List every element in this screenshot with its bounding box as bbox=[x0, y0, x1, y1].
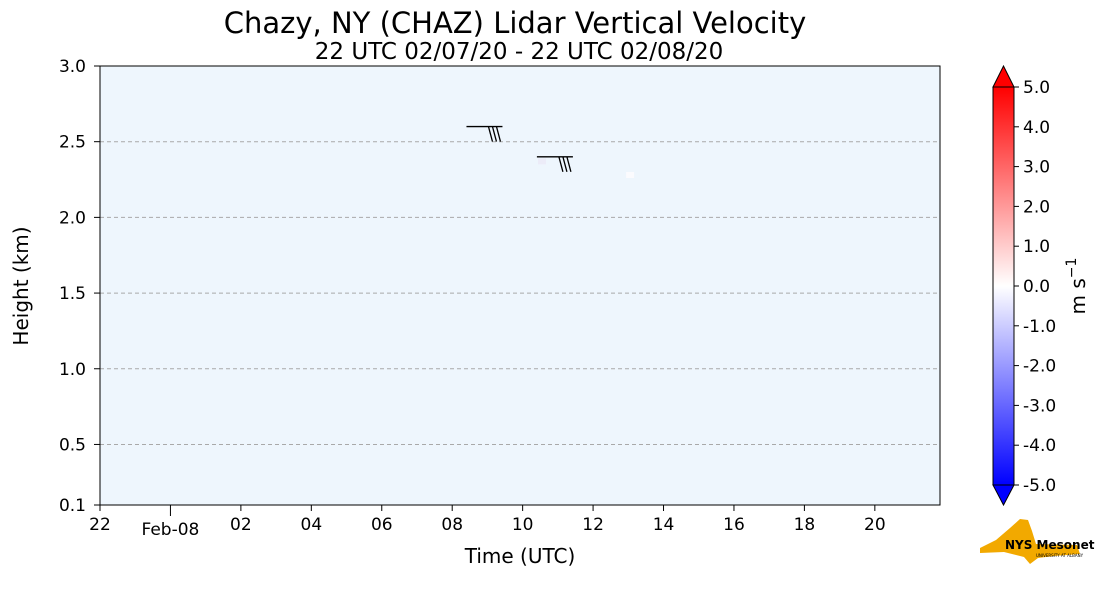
wind-barb bbox=[466, 125, 503, 142]
y-tick-label: 1.0 bbox=[59, 360, 86, 380]
x-tick-label: 10 bbox=[512, 515, 534, 535]
y-tick-label: 2.0 bbox=[59, 208, 86, 228]
colorbar-tick-label: -5.0 bbox=[1023, 476, 1056, 496]
wind-barb bbox=[536, 156, 573, 172]
colorbar: 5.0 4.0 3.0 2.0 1.0 0.0 -1.0 -2.0 -3.0 -4.0 -5.0 m… bbox=[992, 64, 1090, 507]
y-axis-label: Height (km) bbox=[9, 226, 33, 345]
colorbar-tick-label: 2.0 bbox=[1023, 197, 1050, 217]
x-axis-label: Time (UTC) bbox=[464, 544, 576, 568]
x-tick-label: 08 bbox=[441, 515, 463, 535]
grid-lines bbox=[100, 141, 940, 445]
x-axis-ticks: 22 02 04 06 08 10 12 14 16 18 20 Feb-08 bbox=[89, 505, 886, 540]
y-axis-ticks: 0.1 0.5 1.0 1.5 2.0 2.5 3.0 bbox=[59, 57, 100, 516]
colorbar-tick-label: 5.0 bbox=[1023, 78, 1050, 98]
chart-subtitle: 22 UTC 02/07/20 - 22 UTC 02/08/20 bbox=[315, 39, 724, 65]
velocity-cell bbox=[538, 158, 547, 165]
logo-text: NYS Mesonet bbox=[1005, 538, 1095, 552]
x-tick-label: 02 bbox=[230, 515, 252, 535]
x-tick-label: 16 bbox=[723, 515, 745, 535]
x-tick-label: 18 bbox=[794, 515, 816, 535]
data-patches bbox=[538, 158, 635, 178]
logo-subtext: UNIVERSITY AT ALBANY bbox=[1036, 553, 1084, 558]
colorbar-tick-label: -1.0 bbox=[1023, 317, 1056, 337]
colorbar-label: m s−1 bbox=[1064, 258, 1090, 315]
y-tick-label: 0.1 bbox=[59, 496, 86, 516]
colorbar-tick-label: -3.0 bbox=[1023, 396, 1056, 416]
colorbar-tick-label: 4.0 bbox=[1023, 118, 1050, 138]
colorbar-tick-label: 3.0 bbox=[1023, 158, 1050, 178]
x-tick-label: 04 bbox=[301, 515, 323, 535]
plot-frame bbox=[99, 65, 941, 506]
x-tick-label: 14 bbox=[653, 515, 675, 535]
y-tick-label: 2.5 bbox=[59, 133, 86, 153]
wind-barbs bbox=[466, 125, 573, 172]
colorbar-unit-exponent: −1 bbox=[1064, 258, 1080, 279]
x-tick-label: 12 bbox=[582, 515, 604, 535]
y-tick-label: 3.0 bbox=[59, 57, 86, 77]
x-tick-label: 22 bbox=[89, 515, 111, 535]
x-tick-label: 20 bbox=[864, 515, 886, 535]
nys-mesonet-logo: NYS Mesonet UNIVERSITY AT ALBANY bbox=[980, 519, 1095, 564]
new-york-state-shape bbox=[980, 519, 1080, 564]
date-tick-label: Feb-08 bbox=[142, 520, 200, 540]
x-tick-label: 06 bbox=[371, 515, 393, 535]
colorbar-tick-label: -2.0 bbox=[1023, 357, 1056, 377]
plot-area bbox=[100, 66, 940, 505]
y-tick-label: 0.5 bbox=[59, 435, 86, 455]
velocity-cell bbox=[626, 171, 635, 178]
y-tick-label: 1.5 bbox=[59, 284, 86, 304]
colorbar-tick-label: 1.0 bbox=[1023, 237, 1050, 257]
colorbar-tick-label: 0.0 bbox=[1023, 277, 1050, 297]
colorbar-unit: m s bbox=[1066, 278, 1090, 314]
colorbar-tick-label: -4.0 bbox=[1023, 436, 1056, 456]
chart-title: Chazy, NY (CHAZ) Lidar Vertical Velocity bbox=[224, 6, 807, 40]
colorbar-bottom-extension bbox=[992, 484, 1015, 507]
colorbar-top-extension bbox=[992, 64, 1015, 88]
svg-text:m s−1: m s−1 bbox=[1064, 258, 1090, 315]
colorbar-gradient bbox=[993, 87, 1014, 485]
colorbar-ticks: 5.0 4.0 3.0 2.0 1.0 0.0 -1.0 -2.0 -3.0 -4.0 -5.0 bbox=[1014, 78, 1056, 496]
